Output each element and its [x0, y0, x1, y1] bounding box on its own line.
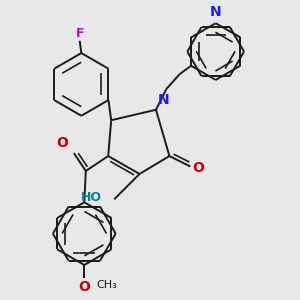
Text: F: F — [76, 27, 84, 40]
Text: O: O — [192, 161, 204, 175]
Text: HO: HO — [81, 191, 102, 204]
Text: CH₃: CH₃ — [97, 280, 118, 290]
Text: N: N — [158, 93, 169, 107]
Text: N: N — [210, 5, 221, 19]
Text: O: O — [56, 136, 68, 150]
Text: O: O — [78, 280, 90, 294]
